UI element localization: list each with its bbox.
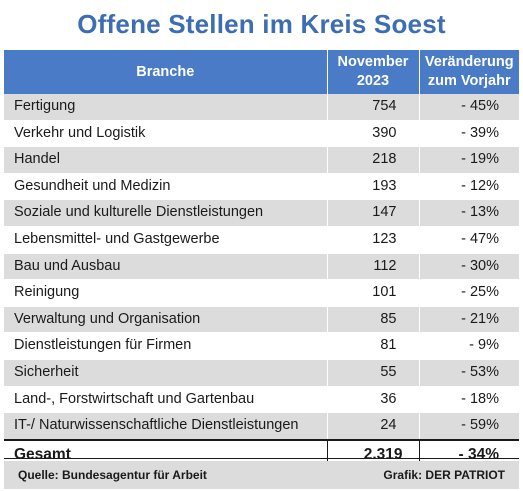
row-branche: Fertigung bbox=[4, 94, 327, 121]
row-value: 754 bbox=[326, 94, 419, 121]
header-november-line1: November bbox=[337, 54, 409, 70]
row-value: 123 bbox=[326, 226, 419, 254]
header-change-line2: zum Vorjahr bbox=[427, 73, 511, 89]
row-change: - 45% bbox=[418, 94, 519, 121]
row-change: - 12% bbox=[418, 173, 519, 201]
table-row: IT-/ Naturwissenschaftliche Dienstleistu… bbox=[4, 412, 519, 441]
row-change: - 39% bbox=[418, 120, 519, 148]
row-branche: Dienstleistungen für Firmen bbox=[4, 332, 327, 360]
row-value: 147 bbox=[326, 199, 419, 227]
header-change: Veränderung zum Vorjahr bbox=[418, 50, 519, 94]
row-change: - 30% bbox=[418, 253, 519, 281]
header-november-line2: 2023 bbox=[356, 73, 390, 89]
vacancies-table: Branche November 2023 Veränderung zum Vo… bbox=[4, 50, 519, 469]
table-row: Fertigung 754- 45% bbox=[4, 94, 519, 121]
table-row: Reinigung 101- 25% bbox=[4, 279, 519, 307]
row-branche: Bau und Ausbau bbox=[4, 253, 327, 281]
graphic-credit: Grafik: DER PATRIOT bbox=[383, 468, 505, 482]
row-value: 81 bbox=[326, 332, 419, 360]
table-header-row: Branche November 2023 Veränderung zum Vo… bbox=[4, 50, 519, 94]
row-branche: Land-, Forstwirtschaft und Gartenbau bbox=[4, 386, 327, 414]
row-change: - 59% bbox=[418, 412, 519, 441]
row-value: 193 bbox=[326, 173, 419, 201]
row-change: - 25% bbox=[418, 279, 519, 307]
footer-bar: Quelle: Bundesagentur für Arbeit Grafik:… bbox=[4, 461, 519, 489]
row-value: 218 bbox=[326, 146, 419, 174]
row-value: 55 bbox=[326, 359, 419, 387]
chart-title: Offene Stellen im Kreis Soest bbox=[77, 9, 446, 39]
table-row: Sicherheit 55- 53% bbox=[4, 359, 519, 387]
row-change: - 9% bbox=[418, 332, 519, 360]
row-value: 390 bbox=[326, 120, 419, 148]
table-row: Lebensmittel- und Gastgewerbe 123- 47% bbox=[4, 226, 519, 254]
table-row: Verkehr und Logistik 390- 39% bbox=[4, 120, 519, 148]
row-branche: Verkehr und Logistik bbox=[4, 120, 327, 148]
row-value: 85 bbox=[326, 306, 419, 334]
header-change-line1: Veränderung bbox=[424, 54, 514, 70]
header-november: November 2023 bbox=[326, 50, 419, 94]
table-row: Verwaltung und Organisation 85- 21% bbox=[4, 306, 519, 334]
row-value: 101 bbox=[326, 279, 419, 307]
row-branche: IT-/ Naturwissenschaftliche Dienstleistu… bbox=[4, 412, 327, 441]
table-row: Bau und Ausbau 112- 30% bbox=[4, 253, 519, 281]
footer-divider bbox=[4, 458, 519, 459]
table-row: Soziale und kulturelle Dienstleistungen 1… bbox=[4, 199, 519, 227]
row-branche: Gesundheit und Medizin bbox=[4, 173, 327, 201]
row-branche: Sicherheit bbox=[4, 359, 327, 387]
row-change: - 21% bbox=[418, 306, 519, 334]
row-change: - 47% bbox=[418, 226, 519, 254]
row-value: 112 bbox=[326, 253, 419, 281]
table-row: Handel 218- 19% bbox=[4, 146, 519, 174]
table-row: Dienstleistungen für Firmen 81- 9% bbox=[4, 332, 519, 360]
row-value: 36 bbox=[326, 386, 419, 414]
table-row: Land-, Forstwirtschaft und Gartenbau 36- … bbox=[4, 386, 519, 414]
row-change: - 18% bbox=[418, 386, 519, 414]
row-branche: Handel bbox=[4, 146, 327, 174]
row-branche: Verwaltung und Organisation bbox=[4, 306, 327, 334]
row-change: - 19% bbox=[418, 146, 519, 174]
table-body: Fertigung 754- 45% Verkehr und Logistik 390… bbox=[4, 94, 519, 441]
row-value: 24 bbox=[326, 412, 419, 441]
row-change: - 13% bbox=[418, 199, 519, 227]
row-branche: Lebensmittel- und Gastgewerbe bbox=[4, 226, 327, 254]
header-branche-label: Branche bbox=[136, 63, 195, 80]
source-note: Quelle: Bundesagentur für Arbeit bbox=[18, 468, 207, 482]
header-branche: Branche bbox=[4, 50, 327, 94]
row-branche: Soziale und kulturelle Dienstleistungen bbox=[4, 199, 327, 227]
table-row: Gesundheit und Medizin 193- 12% bbox=[4, 173, 519, 201]
row-branche: Reinigung bbox=[4, 279, 327, 307]
row-change: - 53% bbox=[418, 359, 519, 387]
